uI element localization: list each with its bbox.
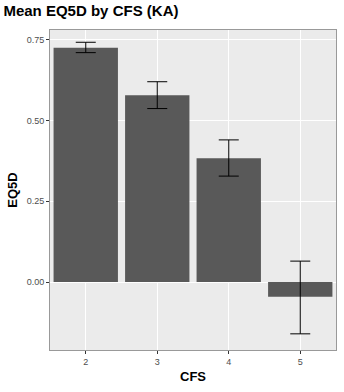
svg-text:3: 3 [155, 357, 160, 367]
svg-text:Mean EQ5D by CFS (KA): Mean EQ5D by CFS (KA) [3, 2, 178, 19]
svg-text:0.75: 0.75 [27, 35, 45, 45]
svg-text:0.00: 0.00 [27, 277, 45, 287]
svg-text:CFS: CFS [180, 369, 206, 384]
svg-text:4: 4 [226, 357, 231, 367]
svg-text:2: 2 [83, 357, 88, 367]
svg-text:0.25: 0.25 [27, 196, 45, 206]
svg-text:0.50: 0.50 [27, 116, 45, 126]
svg-text:5: 5 [298, 357, 303, 367]
svg-text:EQ5D: EQ5D [5, 172, 20, 207]
